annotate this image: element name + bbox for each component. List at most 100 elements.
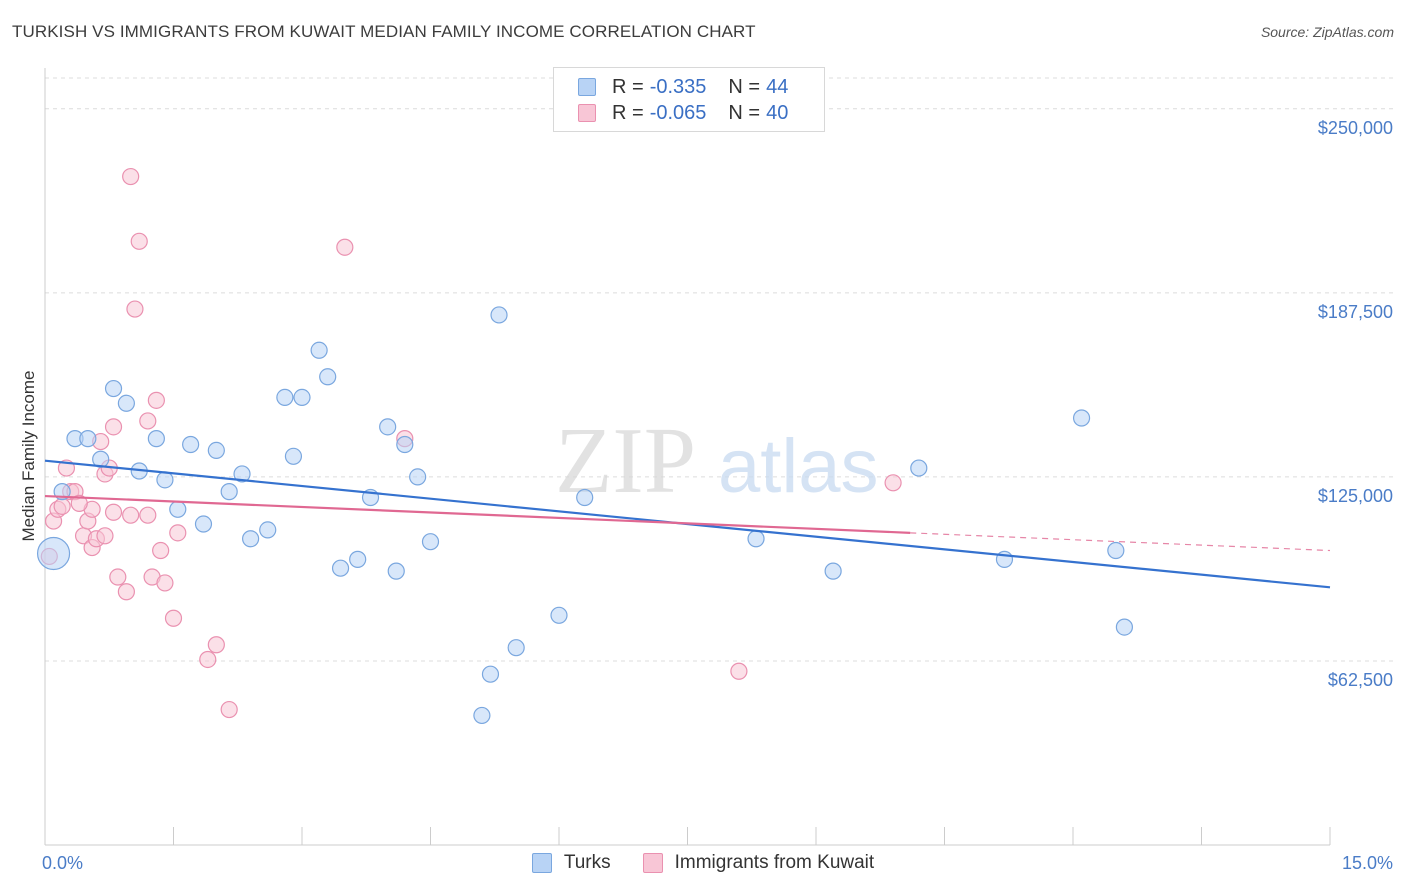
turks-point [169,500,187,518]
turks-point [310,341,328,359]
y-tick-label: $187,500 [1318,302,1393,322]
turks-legend-swatch [531,853,552,873]
watermark-atlas: atlas [718,424,879,509]
turks-point [1115,618,1134,636]
kuwait-point [152,541,170,560]
turks-points [36,306,1134,725]
kuwait-trend-line [44,494,911,534]
x-tick-label-min: 0.0% [42,853,83,873]
turks-point [220,483,238,501]
kuwait-swatch [578,104,596,122]
kuwait-point [884,474,902,492]
turks-point [507,639,525,657]
turks-point [276,388,294,406]
kuwait-point [336,238,354,256]
kuwait-point [139,412,157,430]
kuwait-point [109,568,127,586]
turks-point [207,441,225,460]
turks-point [259,521,277,539]
turks-point [293,388,311,406]
kuwait-point [139,506,157,524]
tick-labels: $62,500 $125,000 $187,500 $250,000 0.0% 15.0% [42,118,1393,873]
turks-legend-label: Turks [563,852,611,873]
kuwait-point [220,700,238,719]
kuwait-legend-label: Immigrants from Kuwait [674,852,875,873]
kuwait-point [199,650,217,669]
kuwait-point [147,391,165,409]
kuwait-point [104,418,123,436]
watermark: ZIP atlas [555,409,879,513]
turks-point [233,465,251,483]
turks-point [824,562,842,580]
series-legend: Turks Immigrants from Kuwait [0,852,1406,874]
turks-point [481,665,500,683]
legend-row-turks: R = -0.335 N = 44 [578,75,810,99]
y-tick-label: $62,500 [1328,670,1393,690]
kuwait-point [117,583,135,601]
turks-point [747,530,765,548]
turks-point [1072,409,1091,427]
series-legend-turks: Turks [531,852,611,874]
turks-point [194,515,213,533]
turks-point [550,606,568,624]
legend-r-label: R = [612,101,644,124]
turks-point [379,418,397,436]
turks-point [421,533,440,551]
turks-point [182,435,200,454]
kuwait-point [70,494,88,513]
turks-point [1107,541,1125,560]
turks-point [117,394,135,412]
kuwait-point [122,167,140,186]
legend-row-kuwait: R = -0.065 N = 40 [578,101,810,125]
turks-point [36,536,71,571]
kuwait-point [164,609,183,627]
kuwait-point [53,497,71,515]
kuwait-point [730,662,748,680]
legend-n-value: 44 [766,75,789,98]
legend-r-label: R = [612,75,644,98]
legend-r-value: -0.335 [649,75,707,98]
turks-point [349,550,367,568]
kuwait-point [126,300,144,318]
turks-point [396,435,414,454]
turks-point [79,430,97,448]
kuwait-point [207,636,225,654]
y-axis-label: Median Family Income [19,370,38,541]
legend-n-value: 40 [766,101,789,124]
kuwait-point [104,503,123,521]
correlation-legend: R = -0.335 N = 44 R = -0.065 N = 40 [553,67,825,132]
kuwait-point [96,527,114,545]
source-credit: Source: ZipAtlas.com [1260,24,1394,40]
legend-n-label: N = [728,75,761,98]
turks-point [387,562,405,580]
x-tick-label-max: 15.0% [1342,853,1393,873]
turks-point [473,706,491,725]
kuwait-point [122,506,140,524]
turks-point [319,368,337,386]
y-tick-label: $125,000 [1318,486,1393,506]
legend-r-value: -0.065 [649,101,707,124]
series-legend-kuwait: Immigrants from Kuwait [642,852,875,874]
turks-point [284,447,303,465]
turks-point [576,488,594,507]
turks-point [242,530,260,548]
axes [44,68,1331,846]
legend-n-label: N = [728,101,761,124]
turks-point [156,471,174,489]
kuwait-point [156,574,174,592]
turks-point [409,468,427,486]
kuwait-trend-extension [910,532,1331,552]
chart-title: TURKISH VS IMMIGRANTS FROM KUWAIT MEDIAN… [12,22,756,41]
turks-point [331,559,350,577]
kuwait-legend-swatch [642,853,663,873]
turks-point [490,306,508,324]
kuwait-point [169,524,187,542]
y-tick-label: $250,000 [1318,118,1393,138]
turks-point [910,459,928,477]
turks-point [104,379,123,398]
trend-lines [44,459,1331,589]
turks-point [147,430,165,448]
turks-swatch [578,78,596,96]
kuwait-point [130,232,148,250]
